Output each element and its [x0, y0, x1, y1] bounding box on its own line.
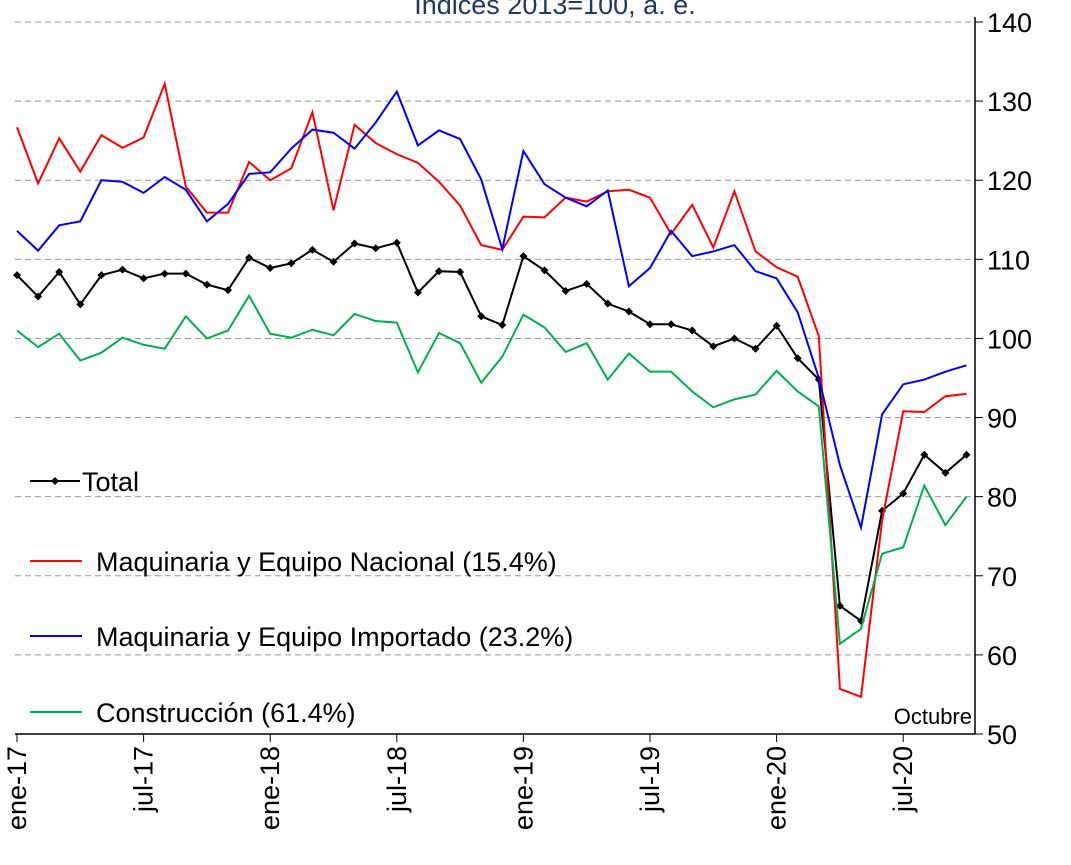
- point: [371, 244, 380, 253]
- point: [224, 286, 232, 295]
- point: [751, 344, 760, 353]
- point: [245, 253, 254, 262]
- y-tick-label: 120: [987, 166, 1032, 196]
- point: [13, 271, 21, 280]
- y-tick-label: 70: [987, 562, 1017, 592]
- y-tick-label: 130: [987, 87, 1032, 117]
- point: [308, 245, 317, 254]
- point: [540, 266, 549, 275]
- legend-label: Maquinaria y Equipo Nacional (15.4%): [96, 547, 557, 577]
- point: [899, 489, 908, 498]
- point: [266, 264, 275, 273]
- point: [55, 267, 64, 276]
- point: [709, 342, 718, 351]
- point: [350, 239, 359, 248]
- series-line: [16, 293, 968, 646]
- point: [519, 252, 528, 261]
- point: [688, 326, 697, 335]
- point: [498, 320, 507, 329]
- point: [287, 259, 296, 268]
- legend-label: Total: [82, 467, 139, 497]
- point: [793, 354, 802, 363]
- y-tick-label: 100: [987, 324, 1032, 354]
- x-tick-label: ene-17: [2, 746, 32, 830]
- y-tick-label: 50: [987, 720, 1017, 750]
- point: [730, 334, 739, 343]
- point: [97, 271, 106, 280]
- point: [772, 321, 781, 330]
- legend-marker: [51, 477, 59, 485]
- point: [456, 267, 465, 276]
- x-tick-label: ene-19: [508, 746, 538, 830]
- x-tick-label: jul-19: [635, 746, 665, 813]
- point: [920, 450, 929, 459]
- annotation: Octubre: [894, 704, 972, 729]
- y-tick-label: 140: [987, 8, 1032, 38]
- point: [435, 267, 443, 276]
- legend-label: Construcción (61.4%): [96, 698, 356, 728]
- legend-label: Maquinaria y Equipo Importado (23.2%): [96, 622, 573, 652]
- point: [477, 312, 486, 321]
- point: [34, 292, 43, 301]
- y-tick-label: 80: [987, 483, 1017, 513]
- x-tick-label: jul-20: [888, 746, 918, 813]
- point: [624, 307, 633, 316]
- series-line: [16, 80, 967, 699]
- y-tick-label: 60: [987, 641, 1017, 671]
- point: [118, 265, 127, 274]
- point: [76, 300, 85, 309]
- point: [202, 280, 211, 289]
- point: [667, 320, 676, 329]
- point: [835, 601, 844, 610]
- y-tick-label: 110: [987, 245, 1030, 275]
- y-tick-label: 90: [987, 404, 1017, 434]
- chart-title: Índices 2013=100, a. e.: [414, 0, 695, 20]
- point: [941, 468, 950, 477]
- point: [413, 288, 422, 297]
- x-tick-label: jul-17: [129, 746, 159, 813]
- point: [646, 320, 654, 329]
- point: [329, 257, 338, 266]
- series-line: [16, 241, 968, 623]
- point: [603, 299, 612, 308]
- x-tick-label: jul-18: [382, 746, 412, 813]
- series-line: [16, 89, 967, 532]
- x-tick-label: ene-18: [255, 746, 285, 830]
- x-tick-label: ene-20: [762, 746, 792, 830]
- point: [561, 286, 570, 295]
- point: [139, 274, 148, 283]
- point: [582, 279, 591, 288]
- point: [392, 238, 401, 247]
- point: [181, 269, 190, 278]
- point: [160, 269, 169, 278]
- point: [962, 450, 971, 459]
